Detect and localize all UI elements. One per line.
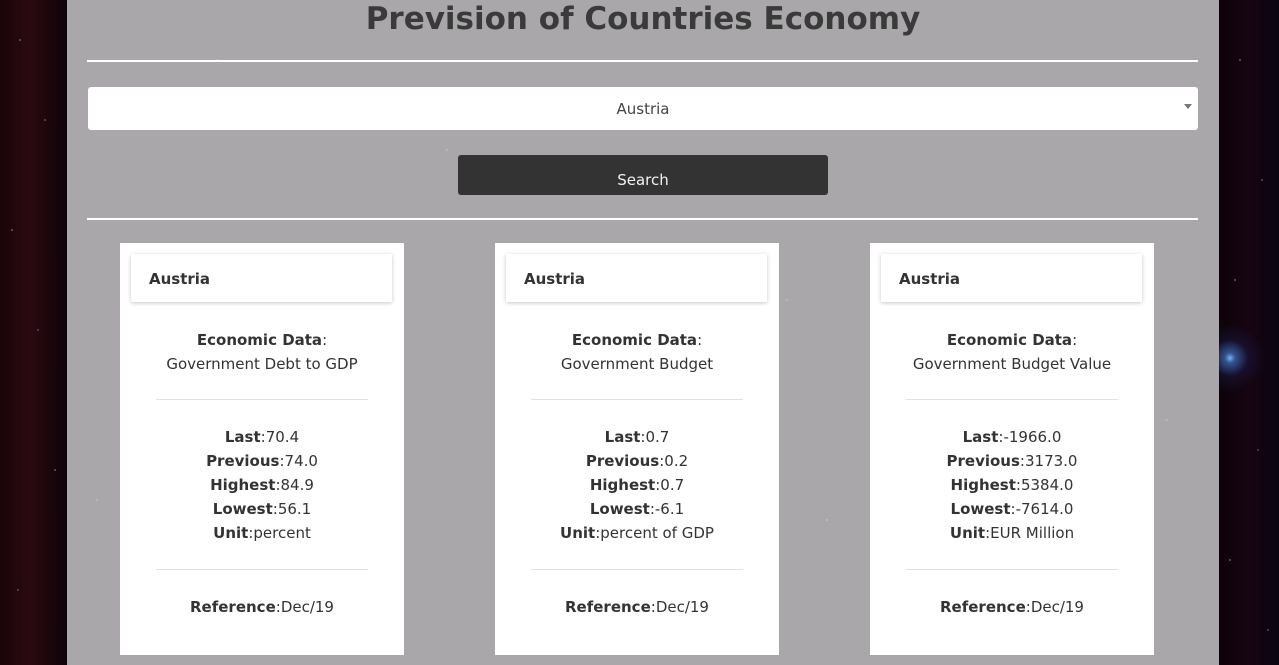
- reference-value: Dec/19: [1030, 598, 1084, 616]
- country-select-value: Austria: [616, 99, 670, 118]
- search-button[interactable]: Search: [458, 155, 828, 195]
- card-divider: [156, 399, 368, 400]
- last-value: 0.7: [645, 428, 670, 446]
- card-header-country: Austria: [881, 254, 1142, 302]
- card-economic-data: Economic Data: Government Budget: [495, 328, 779, 376]
- economic-data-label: Economic Data: [946, 331, 1073, 349]
- last-label: Last: [224, 428, 261, 446]
- card-divider: [531, 569, 743, 570]
- highest-label: Highest: [950, 476, 1016, 494]
- previous-value: 0.2: [664, 452, 689, 470]
- card-divider: [531, 399, 743, 400]
- economic-card: Austria Economic Data: Government Debt t…: [120, 243, 404, 655]
- page-title: Prevision of Countries Economy: [365, 1, 921, 37]
- card-stats: Last:-1966.0 Previous:3173.0 Highest:538…: [946, 428, 1078, 542]
- unit-label: Unit: [560, 524, 596, 542]
- lowest-label: Lowest: [589, 500, 650, 518]
- reference-value: Dec/19: [655, 598, 709, 616]
- highest-value: 84.9: [280, 476, 314, 494]
- reference-value: Dec/19: [280, 598, 334, 616]
- last-label: Last: [604, 428, 641, 446]
- previous-label: Previous: [585, 452, 660, 470]
- highest-value: 5384.0: [1020, 476, 1074, 494]
- last-label: Last: [962, 428, 999, 446]
- main-panel: Prevision of Countries Economy Austria S…: [67, 0, 1219, 665]
- last-value: -1966.0: [1003, 428, 1062, 446]
- highest-label: Highest: [589, 476, 656, 494]
- economic-card: Austria Economic Data: Government Budget…: [870, 243, 1154, 655]
- reference-label: Reference: [940, 598, 1026, 616]
- card-reference: Reference:Dec/19: [190, 598, 334, 616]
- lowest-value: -7614.0: [1015, 500, 1074, 518]
- unit-label: Unit: [213, 524, 249, 542]
- card-stats: Last:0.7 Previous:0.2 Highest:0.7 Lowest…: [560, 428, 714, 542]
- card-divider: [156, 569, 368, 570]
- title-divider: [87, 60, 1198, 62]
- lowest-label: Lowest: [950, 500, 1011, 518]
- indicator-name: Government Budget Value: [912, 355, 1112, 373]
- card-divider: [906, 399, 1118, 400]
- previous-label: Previous: [206, 452, 280, 470]
- unit-value: percent: [253, 524, 311, 542]
- card-header-country: Austria: [506, 254, 767, 302]
- unit-label: Unit: [949, 524, 986, 542]
- card-divider: [906, 569, 1118, 570]
- reference-label: Reference: [190, 598, 276, 616]
- reference-label: Reference: [565, 598, 651, 616]
- search-button-label: Search: [617, 171, 669, 189]
- card-reference: Reference:Dec/19: [565, 598, 709, 616]
- highest-label: Highest: [210, 476, 276, 494]
- previous-value: 74.0: [284, 452, 318, 470]
- indicator-name: Government Debt to GDP: [166, 355, 358, 373]
- card-header-country: Austria: [131, 254, 392, 302]
- card-economic-data: Economic Data: Government Budget Value: [870, 328, 1154, 376]
- economic-data-label: Economic Data: [196, 331, 323, 349]
- lowest-label: Lowest: [212, 500, 273, 518]
- indicator-name: Government Budget: [560, 355, 714, 373]
- previous-value: 3173.0: [1024, 452, 1078, 470]
- economic-data-label: Economic Data: [571, 331, 698, 349]
- card-stats: Last:70.4 Previous:74.0 Highest:84.9 Low…: [206, 428, 318, 542]
- highest-value: 0.7: [660, 476, 685, 494]
- unit-value: percent of GDP: [600, 524, 714, 542]
- last-value: 70.4: [265, 428, 300, 446]
- lowest-value: -6.1: [654, 500, 685, 518]
- card-reference: Reference:Dec/19: [940, 598, 1084, 616]
- unit-value: EUR Million: [990, 524, 1075, 542]
- chevron-down-icon: [1184, 104, 1192, 109]
- form-divider: [87, 218, 1198, 220]
- lowest-value: 56.1: [277, 500, 312, 518]
- previous-label: Previous: [946, 452, 1020, 470]
- country-select[interactable]: Austria: [88, 87, 1198, 130]
- card-economic-data: Economic Data: Government Debt to GDP: [120, 328, 404, 376]
- economic-card: Austria Economic Data: Government Budget…: [495, 243, 779, 655]
